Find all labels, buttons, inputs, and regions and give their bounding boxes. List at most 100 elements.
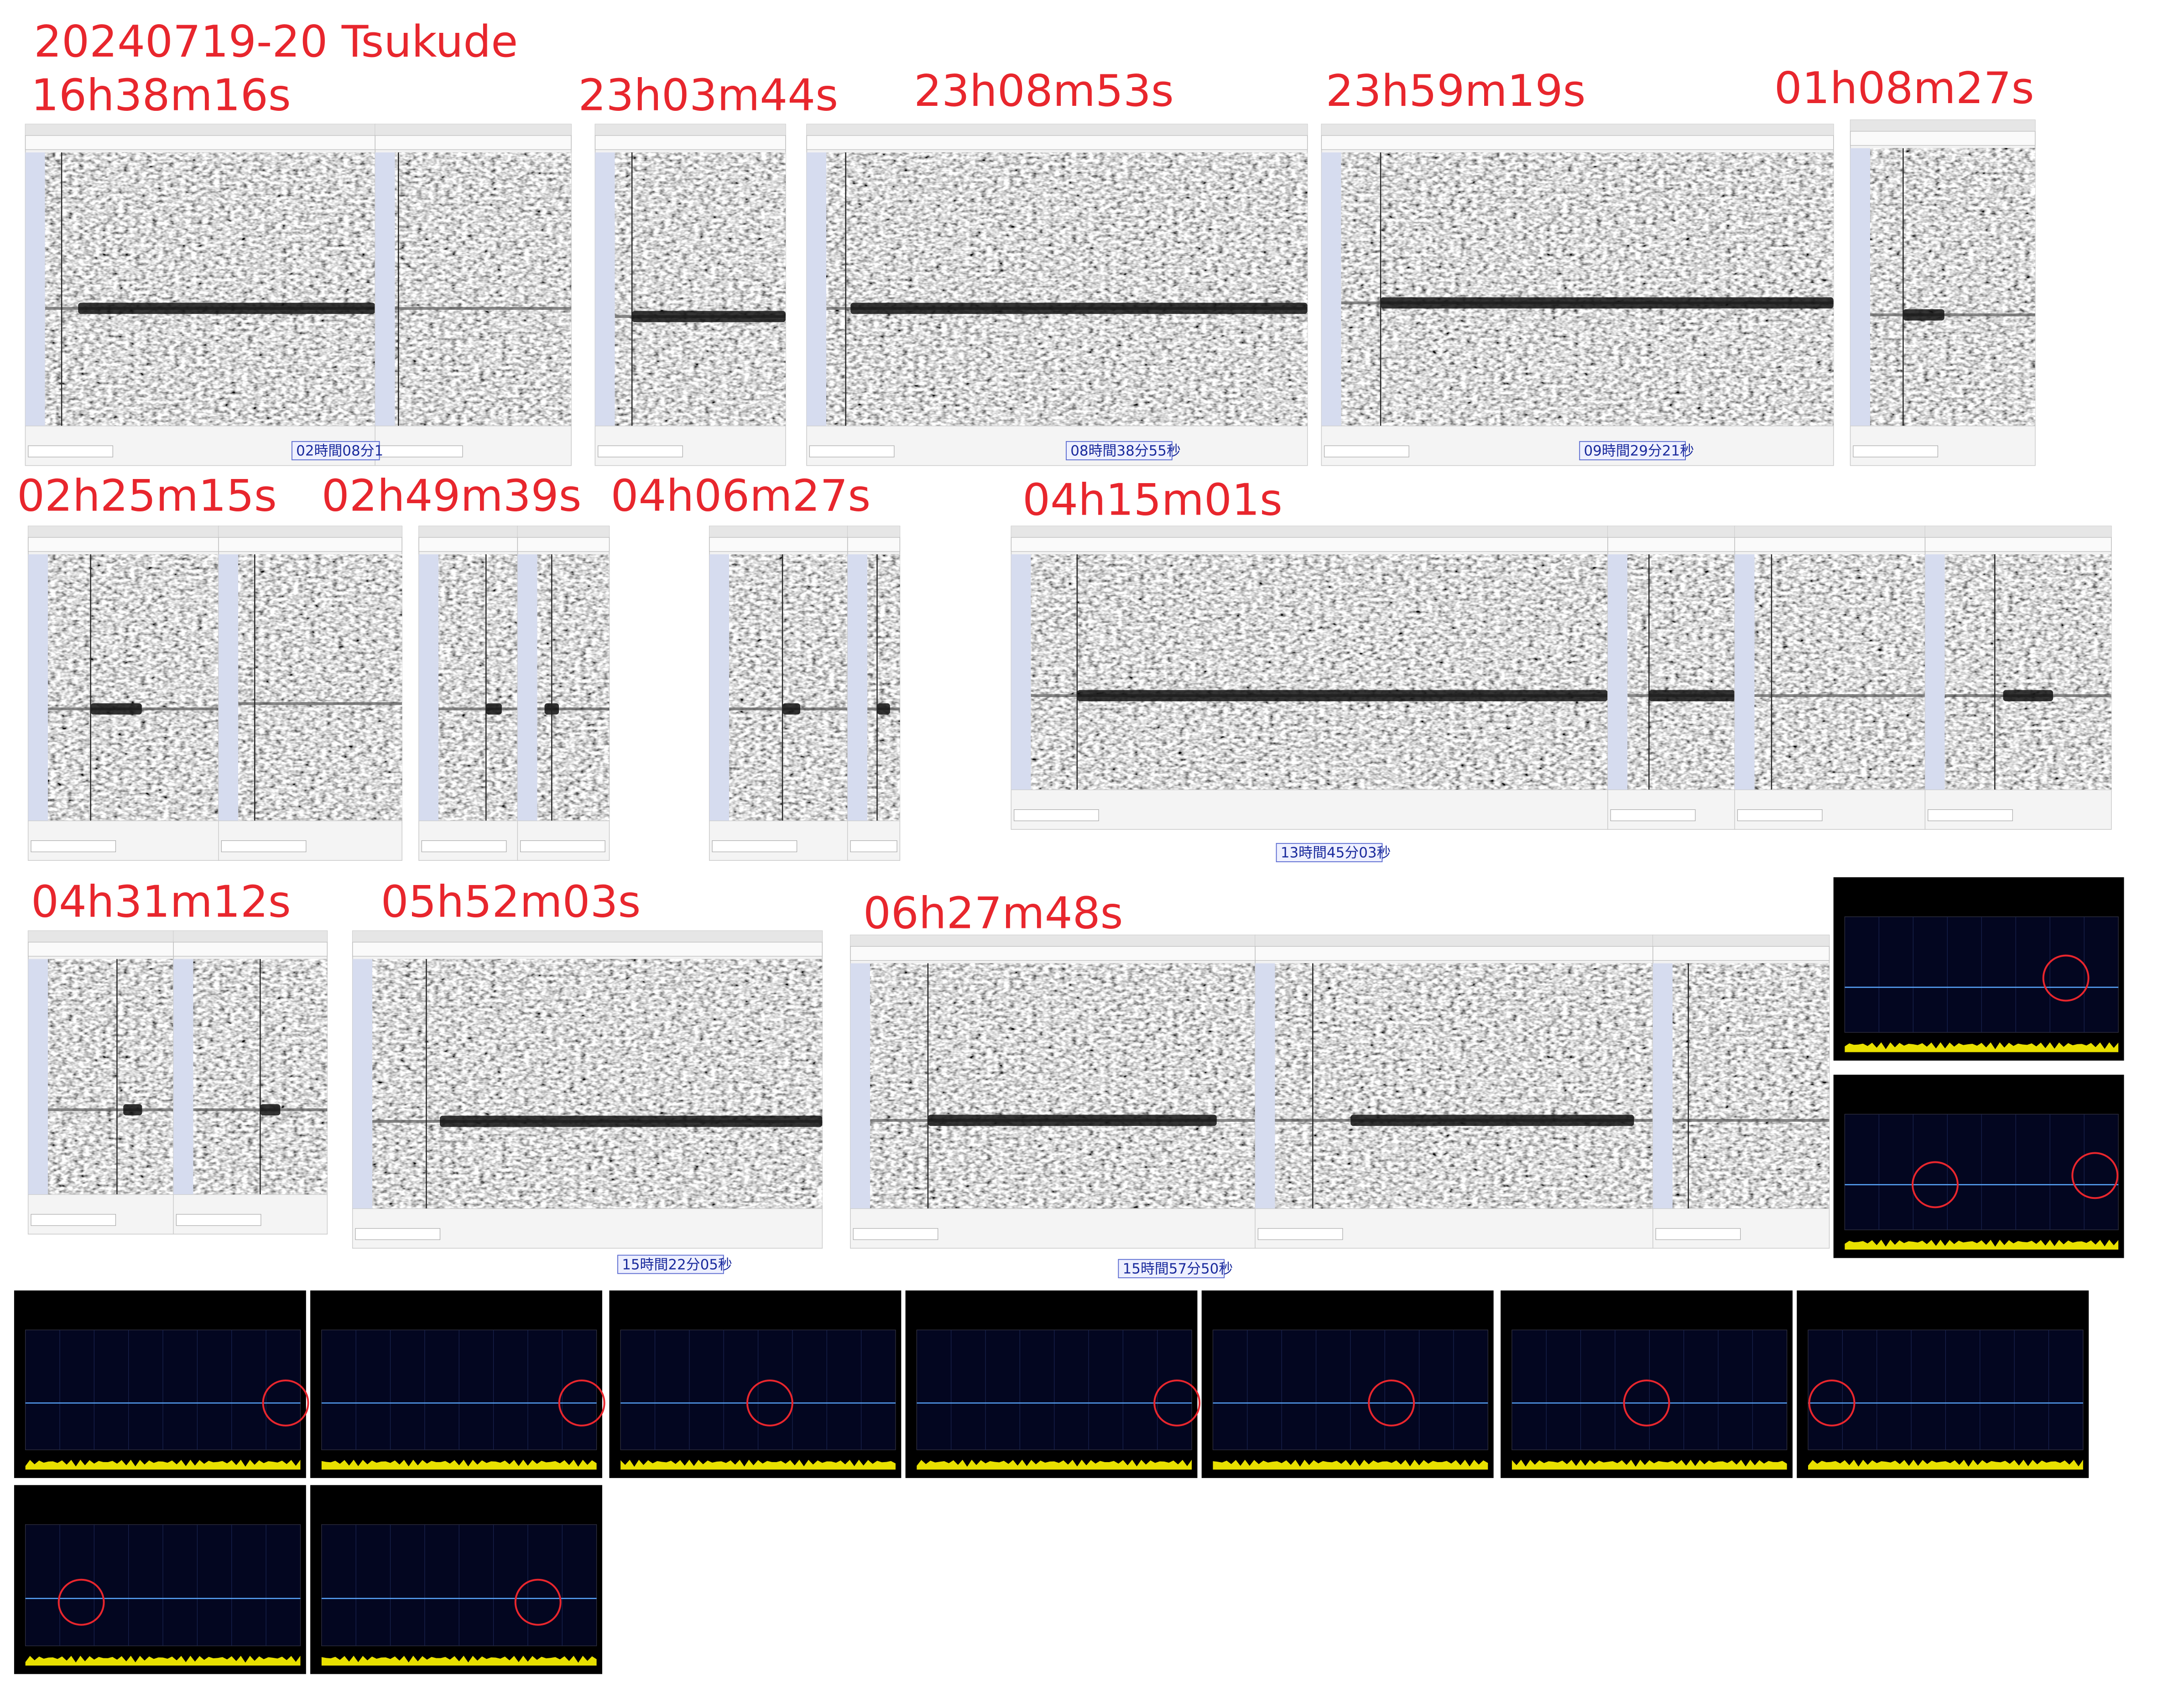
noise: [238, 554, 402, 821]
highlight-circle: [2042, 954, 2090, 1002]
ruler: [1850, 131, 2036, 146]
spectrogram-panel: [27, 930, 174, 1235]
time-label: 16h38m16s: [31, 69, 291, 120]
field: [520, 840, 605, 852]
toolbar: [25, 124, 375, 136]
freq-axis: [1608, 554, 1628, 790]
ruler: [375, 135, 572, 150]
hrofft-panel: [310, 1290, 605, 1478]
field: [850, 840, 897, 852]
baseline: [1754, 694, 1925, 697]
time-label: 23h03m44s: [578, 69, 838, 120]
field: [1853, 445, 1939, 458]
ruler: [1652, 946, 1830, 961]
time-label: 02h49m39s: [322, 470, 582, 521]
signal-spectrum: [25, 1656, 301, 1666]
spectrogram-panel: [218, 526, 402, 861]
noise: [438, 554, 518, 821]
time-label: 06h27m48s: [863, 887, 1123, 938]
highlight-circle: [1808, 1379, 1856, 1427]
highlight-circle: [746, 1379, 793, 1427]
echo-trace: [850, 302, 1308, 314]
noise: [1627, 554, 1735, 790]
noise: [729, 554, 848, 821]
highlight-circle: [262, 1379, 309, 1427]
ruler: [709, 537, 848, 552]
freq-axis: [219, 554, 239, 821]
hrofft-panel: [609, 1290, 902, 1478]
ruler: [218, 537, 402, 552]
time-box: [1118, 1259, 1225, 1278]
baseline: [48, 1108, 174, 1111]
hrofft-panel: [905, 1290, 1201, 1478]
freq-axis: [28, 959, 48, 1195]
ruler: [850, 946, 1256, 961]
echo-trace: [1903, 309, 1944, 321]
highlight-circle: [1153, 1379, 1201, 1427]
baseline: [438, 707, 518, 711]
freq-axis: [25, 152, 45, 426]
hrofft-panel: [14, 1485, 306, 1674]
toolbar: [595, 124, 786, 136]
field: [28, 445, 113, 458]
baseline: [395, 307, 571, 310]
field: [221, 840, 307, 852]
signal-spectrum: [1512, 1459, 1787, 1470]
highlight-circle: [514, 1578, 562, 1626]
toolbar: [419, 526, 518, 538]
toolbar: [1925, 526, 2111, 538]
field: [1324, 445, 1409, 458]
spectrogram-panel: [1850, 120, 2036, 466]
time-label: 04h06m27s: [611, 470, 871, 521]
title: 20240719-20 Tsukude: [34, 16, 518, 67]
freq-axis: [352, 959, 373, 1209]
noise: [45, 152, 375, 426]
toolbar: [1321, 124, 1834, 136]
spectrogram-panel: [1652, 934, 1830, 1249]
toolbar: [1255, 935, 1653, 947]
freq-axis: [28, 554, 48, 821]
ruler: [173, 942, 328, 957]
noise: [1754, 554, 1925, 790]
freq-axis: [517, 554, 537, 821]
signal-spectrum: [1845, 1239, 2119, 1250]
ruler: [594, 135, 786, 150]
noise: [395, 152, 571, 426]
ruler: [28, 942, 174, 957]
field: [1610, 809, 1696, 821]
echo-trace: [486, 703, 502, 715]
time-box: [1276, 843, 1383, 862]
ruler: [1255, 946, 1653, 961]
ruler: [1607, 537, 1735, 552]
spectrogram-panel: [850, 934, 1256, 1249]
spectrogram-panel: [1321, 124, 1834, 466]
time-label: 01h08m27s: [1774, 62, 2034, 114]
echo-trace: [260, 1104, 281, 1116]
field: [1257, 1228, 1343, 1240]
time-label: 23h08m53s: [914, 65, 1174, 116]
toolbar: [28, 931, 174, 943]
freq-axis: [847, 554, 868, 821]
freq-axis: [595, 152, 615, 426]
toolbar: [807, 124, 1308, 136]
echo-trace: [782, 703, 800, 715]
toolbar: [1850, 120, 2035, 131]
spectrogram-panel: [25, 124, 376, 466]
time-box: [1579, 441, 1686, 460]
highlight-circle: [1912, 1161, 1959, 1208]
spectrogram-panel: [418, 526, 518, 861]
signal-spectrum: [917, 1459, 1192, 1470]
noise: [48, 554, 219, 821]
freq-axis: [419, 554, 439, 821]
echo-trace: [78, 302, 375, 314]
noise: [870, 963, 1256, 1209]
time-box-text: 09時間29分21秒: [1584, 443, 1694, 459]
freq-axis: [375, 152, 395, 426]
spectrogram-panel: [1255, 934, 1653, 1249]
echo-trace: [632, 311, 786, 323]
noise: [1341, 152, 1834, 426]
spectrogram-panel: [173, 930, 328, 1235]
freq-axis: [1255, 963, 1275, 1209]
hrofft-panel: [1201, 1290, 1494, 1478]
